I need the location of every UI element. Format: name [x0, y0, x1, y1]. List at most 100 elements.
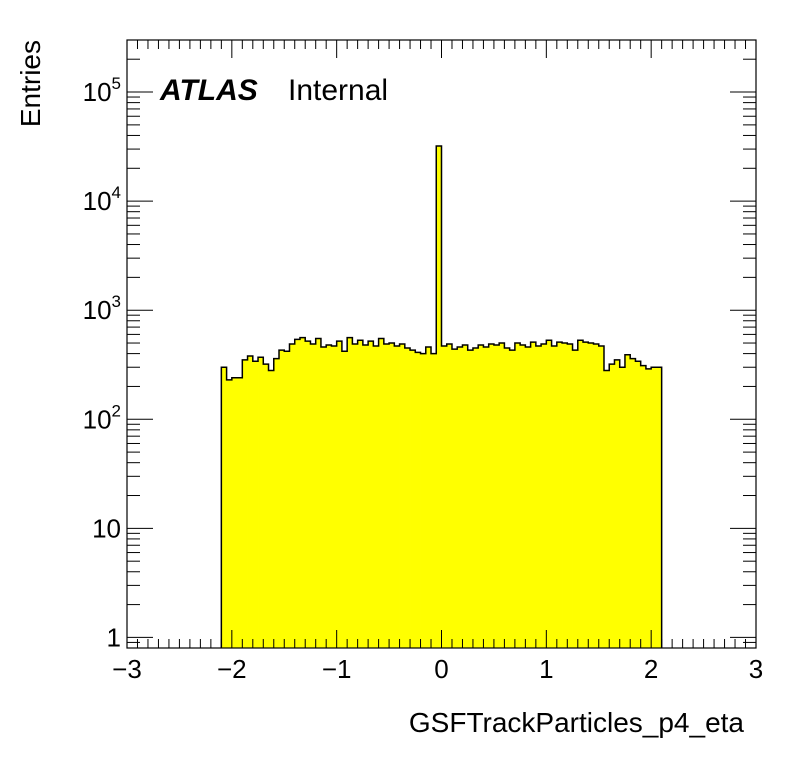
x-axis-title: GSFTrackParticles_p4_eta: [409, 707, 745, 738]
histogram-bin: [336, 341, 343, 648]
histogram-bin: [305, 341, 311, 648]
histogram-bin: [546, 340, 552, 648]
histogram-bin: [525, 346, 532, 648]
histogram-bin: [556, 342, 563, 648]
histogram-bin: [656, 367, 663, 648]
x-tick-label: 3: [749, 654, 763, 684]
histogram-bin: [326, 344, 332, 648]
histogram-bin: [541, 343, 547, 648]
histogram-bin: [268, 370, 275, 648]
atlas-status-label: Internal: [288, 74, 388, 107]
histogram-bin: [231, 377, 238, 648]
histogram-bin: [467, 350, 474, 648]
histogram-bin: [598, 345, 605, 648]
histogram-bin: [509, 350, 516, 648]
histogram-bin: [237, 377, 243, 648]
histogram-bin: [247, 356, 254, 648]
histogram-bin: [478, 344, 484, 648]
histogram-bin: [441, 345, 448, 648]
histogram-bin: [252, 361, 259, 648]
histogram-bin: [373, 345, 379, 648]
histogram-bin: [451, 349, 458, 648]
histogram-bin: [415, 352, 421, 648]
histogram-bin: [572, 350, 579, 648]
histogram-bin: [331, 345, 338, 648]
histogram-bin: [514, 343, 521, 648]
histogram-bin: [462, 344, 469, 648]
histogram-bin: [619, 367, 626, 648]
histogram-bin: [493, 344, 500, 648]
histogram-bin: [362, 344, 369, 648]
histogram-bin: [315, 338, 322, 648]
y-tick-label: 105: [83, 74, 121, 107]
histogram-bin: [651, 367, 657, 648]
histogram-bin: [520, 344, 526, 648]
histogram-bin: [320, 346, 327, 648]
histogram-bin: [258, 357, 264, 648]
y-tick-label: 104: [83, 183, 121, 216]
histogram-bin: [624, 354, 631, 648]
histogram-bin: [404, 348, 411, 648]
x-tick-label: −1: [322, 654, 352, 684]
histogram-bin: [446, 343, 453, 648]
histogram-bin: [279, 350, 285, 648]
y-axis-title: Entries: [15, 40, 46, 127]
histogram-bin: [457, 346, 463, 648]
y-tick-label: 103: [83, 292, 121, 325]
histogram-bin: [242, 359, 248, 648]
histogram-bin: [630, 358, 636, 648]
histogram-bin: [488, 343, 495, 648]
histogram-bin: [378, 338, 385, 648]
histogram-bin: [593, 343, 600, 648]
histogram-bin: [530, 342, 537, 648]
histogram-bin: [383, 343, 390, 648]
histogram-bin: [357, 340, 364, 648]
histogram-bin: [347, 337, 353, 648]
histogram-bin: [472, 348, 479, 648]
y-tick-labels: 1 10 102 103 104 105: [83, 74, 121, 652]
histogram-bin: [425, 346, 432, 648]
y-tick-label: 1: [107, 622, 121, 652]
histogram-bin: [410, 350, 416, 648]
x-tick-label: 2: [644, 654, 658, 684]
histogram-bin: [583, 342, 589, 648]
histogram-bin: [284, 351, 290, 648]
histogram-bin: [310, 343, 317, 648]
histogram-bin: [551, 345, 558, 648]
histogram-bin: [294, 339, 301, 648]
histogram-bin: [394, 345, 400, 648]
y-tick-label: 10: [92, 513, 121, 543]
histogram-bin: [289, 343, 296, 648]
histogram-bin: [499, 343, 505, 648]
histogram-bars: [221, 146, 663, 648]
histogram-bin: [436, 146, 442, 648]
histogram-bin: [635, 361, 642, 648]
atlas-label: ATLAS: [159, 74, 258, 107]
x-tick-label: −3: [112, 654, 142, 684]
histogram-bin: [263, 364, 269, 648]
histogram-bin: [431, 353, 437, 648]
histogram-bin: [645, 368, 652, 648]
histogram-bin: [567, 343, 573, 648]
histogram-bin: [352, 343, 359, 648]
x-tick-label: 1: [539, 654, 553, 684]
histogram-bin: [535, 345, 542, 648]
histogram-outline: [220, 145, 663, 648]
x-tick-label: −2: [217, 654, 247, 684]
histogram-bin: [226, 379, 233, 648]
histogram-bin: [399, 343, 406, 648]
histogram-bin: [603, 370, 610, 648]
histogram-bin: [389, 343, 395, 648]
histogram-bin: [577, 340, 584, 648]
histogram-bin: [299, 337, 306, 648]
axis-ticks: [126, 39, 757, 649]
histogram-bin: [341, 351, 348, 648]
x-tick-label: 0: [434, 654, 448, 684]
histogram-bin: [420, 353, 427, 648]
histogram-bin: [614, 359, 621, 648]
histogram-bin: [640, 365, 647, 648]
histogram-bin: [562, 343, 568, 648]
x-tick-labels: −3 −2 −1 0 1 2 3: [112, 654, 763, 684]
histogram-bin: [273, 358, 280, 648]
